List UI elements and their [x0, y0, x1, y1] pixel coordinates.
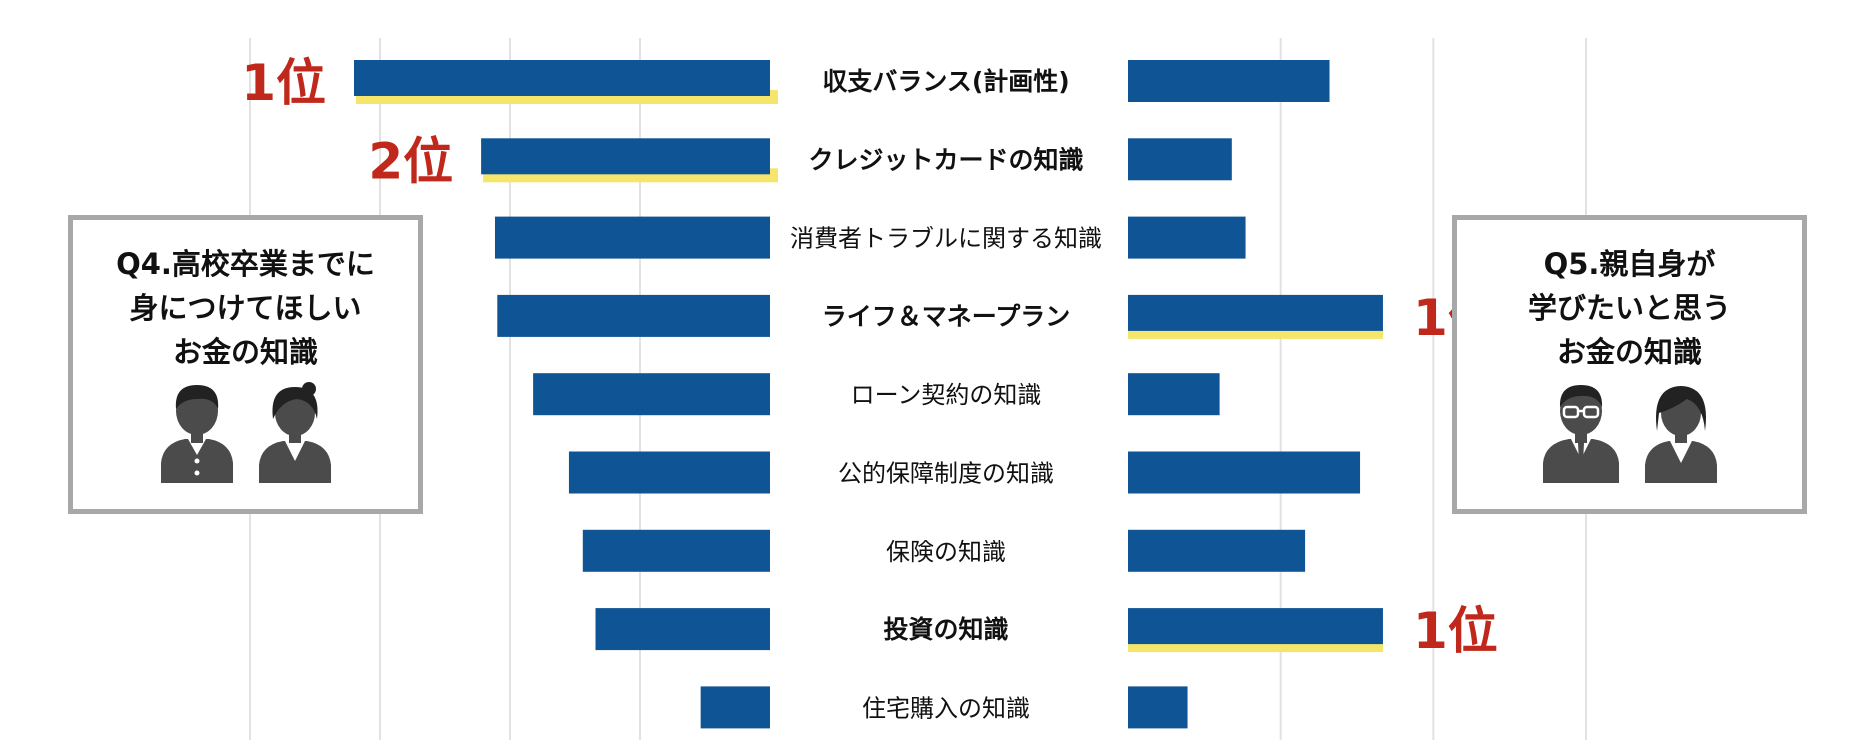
female-student-icon: [258, 382, 331, 483]
q5-title-line: Q5.親自身が: [1543, 247, 1716, 281]
q4-title-line: 身につけてほしい: [129, 291, 362, 325]
bar-left: [494, 216, 770, 259]
category-label: クレジットカードの知識: [808, 145, 1083, 174]
rank-label: 1位: [241, 54, 326, 112]
category-label: 投資の知識: [883, 615, 1008, 644]
bar-left: [481, 138, 770, 175]
bar-right: [1128, 608, 1383, 645]
category-labels: 収支バランス(計画性) クレジットカードの知識消費者トラブルに関する知識ライフ＆マ…: [790, 67, 1102, 722]
q4-person-icons: [73, 379, 418, 483]
category-label: 消費者トラブルに関する知識: [790, 225, 1102, 253]
male-student-icon: [160, 385, 233, 483]
bar-right: [1128, 216, 1246, 259]
bar-right: [1128, 686, 1188, 729]
bar-right: [1128, 294, 1383, 331]
female-parent-icon: [1644, 386, 1717, 483]
category-label: 住宅購入の知識: [862, 694, 1030, 722]
q5-person-icons: [1457, 379, 1802, 483]
bar-right: [1128, 451, 1361, 494]
q5-title: Q5.親自身が 学びたいと思う お金の知識: [1457, 242, 1802, 374]
q4-title-line: お金の知識: [172, 335, 318, 369]
bar-left: [568, 451, 770, 494]
bar-right: [1128, 138, 1232, 181]
bar-left: [582, 529, 770, 572]
category-label: 公的保障制度の知識: [838, 460, 1054, 488]
bar-left: [354, 60, 770, 96]
rank-label: 1位: [1413, 602, 1498, 660]
bar-left: [700, 686, 770, 729]
q4-title: Q4.高校卒業までに 身につけてほしい お金の知識: [73, 242, 418, 374]
bar-right: [1128, 373, 1220, 416]
bar-left: [533, 373, 770, 416]
bar-left: [595, 608, 770, 651]
category-label: ローン契約の知識: [851, 381, 1042, 409]
q4-box: Q4.高校卒業までに 身につけてほしい お金の知識: [68, 215, 423, 514]
category-label: ライフ＆マネープラン: [822, 302, 1071, 331]
q5-title-line: お金の知識: [1556, 335, 1702, 369]
bars: [354, 60, 1383, 729]
male-parent-glasses-icon: [1542, 385, 1619, 483]
q5-title-line: 学びたいと思う: [1527, 291, 1731, 325]
bar-right: [1128, 529, 1306, 572]
bar-left: [497, 294, 770, 337]
q5-box: Q5.親自身が 学びたいと思う お金の知識: [1452, 215, 1807, 514]
bar-right: [1128, 60, 1330, 102]
rank-label: 2位: [368, 132, 453, 190]
category-label: 保険の知識: [886, 538, 1006, 566]
category-label: 収支バランス(計画性): [822, 67, 1069, 96]
q4-title-line: Q4.高校卒業までに: [116, 247, 375, 281]
